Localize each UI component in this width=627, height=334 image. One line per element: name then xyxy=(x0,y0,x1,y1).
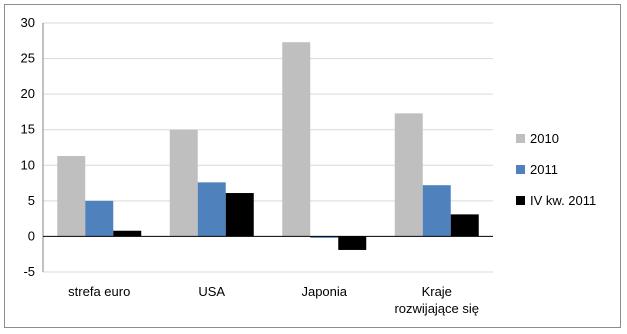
chart-frame: -5 0 5 10 15 20 25 30 strefa euro USA Japonia Kraj… xyxy=(4,4,621,328)
bar-iv-kw-2011 xyxy=(113,230,142,237)
bar-2010 xyxy=(169,129,198,237)
y-tick-label: -5 xyxy=(23,264,35,279)
category-labels: strefa euro USA Japonia Kraje rozwijające si… xyxy=(68,284,479,316)
category-label: Kraje rozwijające się xyxy=(394,284,479,316)
category-label: USA xyxy=(198,284,225,299)
legend-swatch xyxy=(516,134,525,143)
y-tick-label: 0 xyxy=(28,228,35,243)
axes xyxy=(42,23,493,272)
bar-chart: -5 0 5 10 15 20 25 30 strefa euro USA Japonia Kraj… xyxy=(21,15,597,316)
y-tick-label: 15 xyxy=(21,122,35,137)
y-axis-ticks: -5 0 5 10 15 20 25 30 xyxy=(21,15,35,279)
legend: 2010 2011 IV kw. 2011 xyxy=(516,131,596,208)
bars xyxy=(57,42,479,250)
y-tick-label: 30 xyxy=(21,15,35,30)
y-tick-label: 25 xyxy=(21,51,35,66)
gridlines xyxy=(43,22,493,273)
legend-swatch xyxy=(516,196,525,205)
bar-2011 xyxy=(85,200,114,237)
bar-2010 xyxy=(282,42,311,237)
legend-swatch xyxy=(516,165,525,174)
bar-2011 xyxy=(197,182,226,237)
category-label: Japonia xyxy=(301,284,347,299)
y-tick-label: 5 xyxy=(28,193,35,208)
bar-2011 xyxy=(422,185,451,237)
bar-iv-kw-2011 xyxy=(450,214,479,237)
category-label: strefa euro xyxy=(68,284,130,299)
bar-2010 xyxy=(57,156,86,237)
bar-2011 xyxy=(310,236,339,238)
y-tick-label: 20 xyxy=(21,86,35,101)
bar-2010 xyxy=(394,113,423,237)
legend-label: 2011 xyxy=(530,162,558,177)
y-tick-label: 10 xyxy=(21,157,35,172)
bar-iv-kw-2011 xyxy=(338,236,367,250)
legend-label: IV kw. 2011 xyxy=(530,193,596,208)
bar-iv-kw-2011 xyxy=(225,193,254,237)
legend-label: 2010 xyxy=(530,131,559,146)
